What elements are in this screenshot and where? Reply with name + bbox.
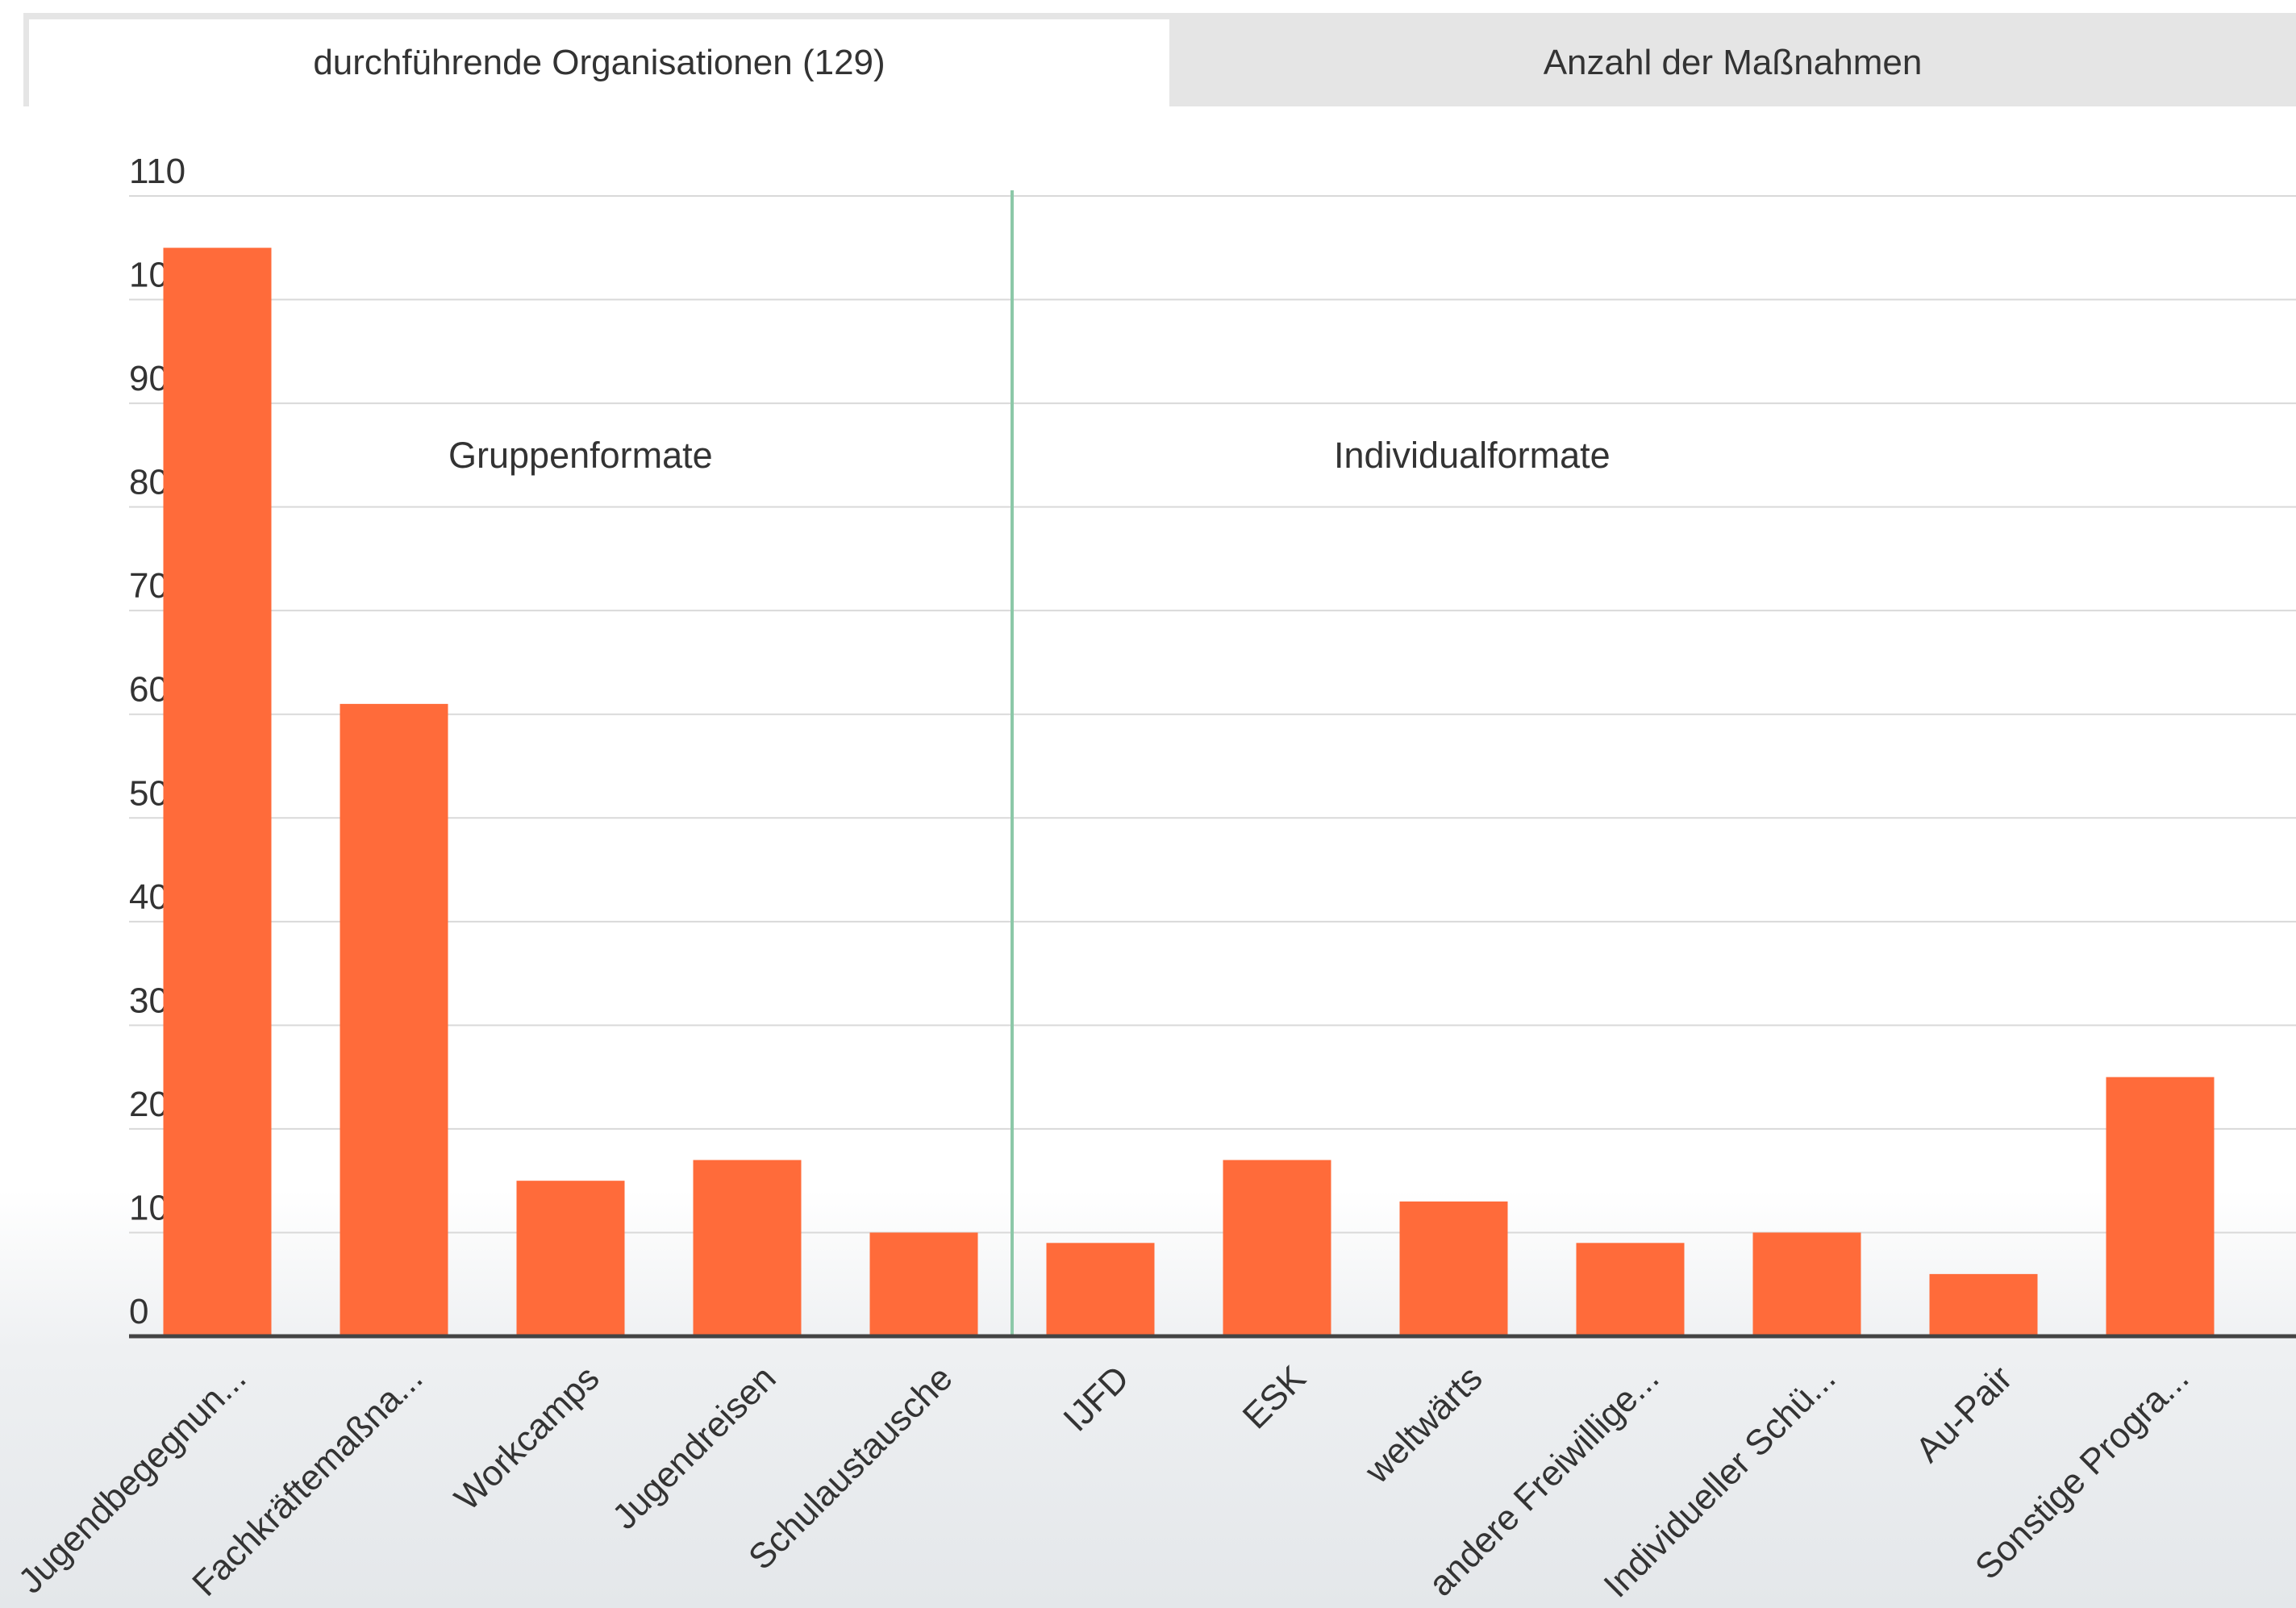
tab-bar: durchführende Organisationen (129) Anzah… — [23, 13, 2296, 106]
tab-organisations[interactable]: durchführende Organisationen (129) — [29, 19, 1169, 106]
bar-3 — [516, 1181, 625, 1336]
bar-1 — [163, 248, 272, 1337]
bar-2 — [340, 703, 448, 1336]
x-tick-label: weltwärts — [1357, 1358, 1490, 1491]
group-label-individualformate: Individualformate — [1334, 435, 1611, 476]
y-tick-label: 50 — [129, 773, 169, 813]
y-tick-label: 60 — [129, 670, 169, 710]
bar-6 — [1046, 1243, 1155, 1336]
group-label-gruppenformate: Gruppenformate — [448, 435, 713, 476]
bar-5 — [869, 1232, 978, 1336]
x-tick-label: Workcamps — [447, 1358, 606, 1518]
bar-4 — [693, 1160, 802, 1336]
x-tick-label: ESK — [1236, 1358, 1314, 1436]
bar-9 — [1576, 1243, 1685, 1336]
y-tick-label: 80 — [129, 463, 169, 502]
bar-8 — [1399, 1201, 1508, 1336]
bar-7 — [1223, 1160, 1331, 1336]
bar-11 — [1929, 1273, 2038, 1336]
x-tick-label: IJFD — [1056, 1358, 1136, 1439]
tab-measures[interactable]: Anzahl der Maßnahmen — [1543, 43, 1923, 82]
y-tick-label: 70 — [129, 566, 169, 606]
y-tick-label: 110 — [129, 152, 185, 191]
y-tick-label: 20 — [129, 1085, 169, 1124]
y-tick-label: 0 — [129, 1292, 148, 1331]
y-tick-label: 40 — [129, 877, 169, 917]
y-tick-label: 90 — [129, 359, 169, 398]
y-tick-label: 30 — [129, 981, 169, 1020]
bar-12 — [2106, 1077, 2215, 1336]
x-tick-label: Au-Pair — [1908, 1358, 2019, 1469]
y-tick-label: 10 — [129, 1188, 169, 1227]
bar-10 — [1752, 1232, 1861, 1336]
x-tick-label: Jugendreisen — [605, 1358, 783, 1536]
